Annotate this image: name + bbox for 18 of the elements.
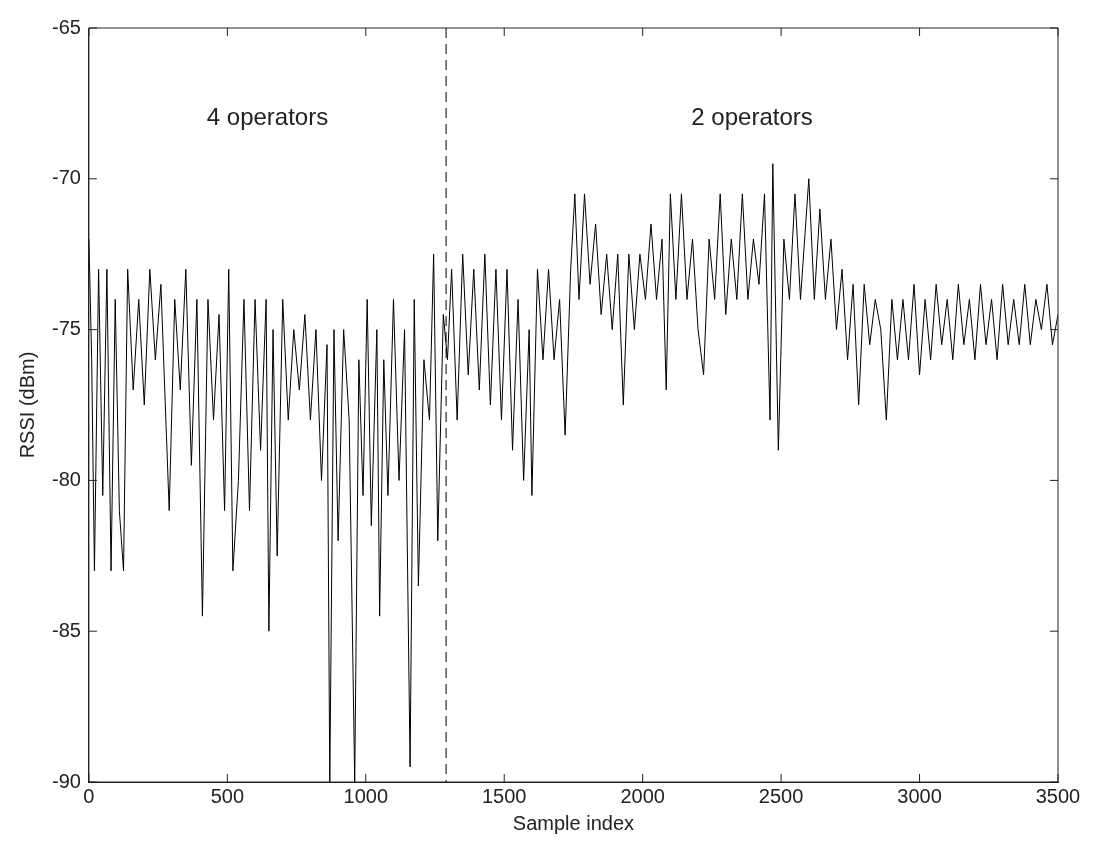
x-tick-label: 0 xyxy=(83,784,95,807)
y-tick-label: -90 xyxy=(52,769,81,792)
annotation: 4 operators xyxy=(206,102,329,130)
y-tick-label: -65 xyxy=(52,15,81,38)
x-tick-label: 3500 xyxy=(1035,784,1081,807)
annotation: 2 operators xyxy=(691,102,813,130)
y-axis-title: RSSI (dBm) xyxy=(15,351,38,459)
y-tick-label: -70 xyxy=(52,166,81,189)
y-tick-label: -80 xyxy=(52,467,81,490)
x-tick-label: 1000 xyxy=(343,784,389,807)
x-tick-label: 2000 xyxy=(620,784,665,807)
x-tick-label: 2500 xyxy=(758,784,804,807)
x-axis-title: Sample index xyxy=(512,811,635,834)
x-tick-label: 3000 xyxy=(897,784,942,807)
y-tick-label: -85 xyxy=(52,618,81,641)
x-tick-label: 1500 xyxy=(481,784,527,807)
y-tick-label: -75 xyxy=(52,317,81,340)
x-tick-label: 500 xyxy=(210,784,245,807)
